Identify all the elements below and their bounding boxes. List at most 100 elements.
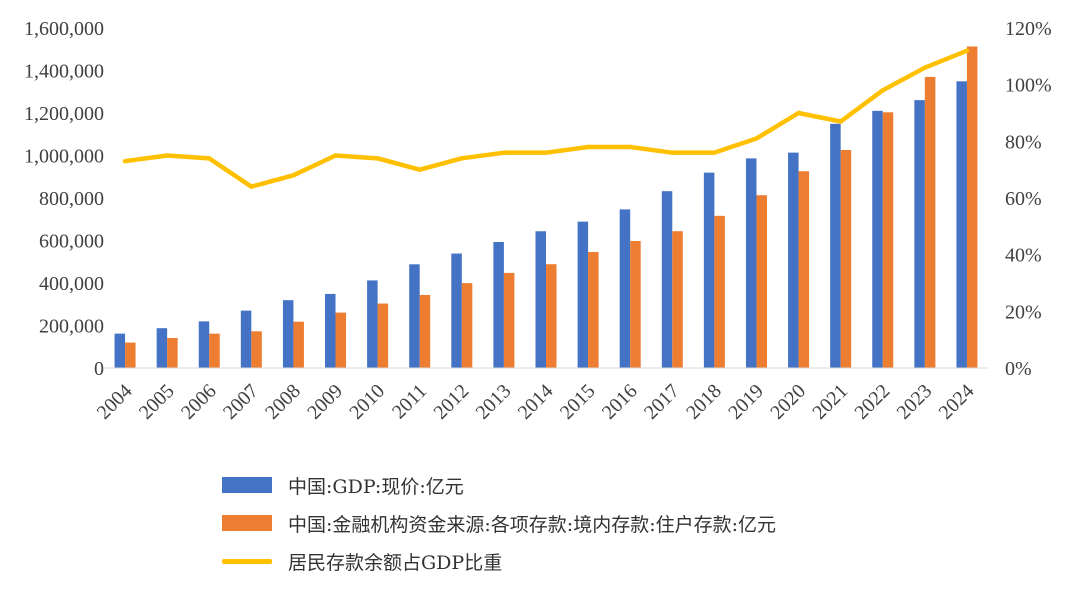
legend-label-deposits: 中国:金融机构资金来源:各项存款:境内存款:住户存款:亿元	[288, 513, 777, 536]
bar-deposits	[377, 303, 389, 368]
bar-deposits	[125, 342, 136, 368]
y-tick-label: 1,000,000	[24, 146, 104, 168]
y2-tick-label: 80%	[1005, 131, 1042, 153]
x-tick-label: 2020	[766, 380, 810, 424]
x-tick-label: 2008	[261, 380, 305, 424]
x-tick-label: 2009	[303, 380, 347, 424]
x-tick-label: 2022	[850, 380, 894, 424]
x-tick-label: 2013	[472, 380, 516, 424]
bar-deposits	[882, 112, 894, 368]
bar-deposits	[588, 251, 599, 368]
y-axis-left-ticks: 0 200,000 400,000 600,000 800,000 1,000,000 1,…	[24, 18, 104, 380]
ratio-point	[207, 156, 212, 161]
x-tick-label: 2014	[514, 380, 558, 424]
bar-gdp	[577, 221, 589, 368]
legend-swatch-ratio	[222, 558, 272, 564]
x-tick-label: 2018	[682, 380, 726, 424]
bars	[114, 46, 978, 369]
ratio-point	[838, 119, 843, 124]
bar-deposits	[251, 331, 262, 368]
ratio-point	[627, 144, 633, 150]
bar-deposits	[503, 272, 515, 368]
x-tick-label: 2015	[556, 380, 600, 424]
bar-deposits	[335, 312, 347, 368]
bar-gdp	[325, 293, 336, 368]
bar-gdp	[240, 310, 252, 368]
bar-deposits	[546, 264, 557, 368]
legend-item-gdp: 中国:GDP:现价:亿元	[222, 466, 776, 504]
bar-deposits	[840, 149, 852, 368]
bar-gdp	[282, 300, 294, 368]
y2-tick-label: 60%	[1005, 188, 1042, 210]
x-tick-label: 2004	[93, 380, 137, 424]
ratio-point	[375, 156, 380, 161]
ratio-point	[796, 110, 801, 116]
y-tick-label: 600,000	[39, 231, 104, 253]
bar-gdp	[745, 158, 757, 368]
ratio-point	[333, 153, 338, 158]
bar-deposits	[419, 294, 431, 368]
bar-gdp	[451, 253, 462, 368]
legend-item-ratio: 居民存款余额占GDP比重	[222, 542, 776, 580]
y-tick-label: 0	[94, 358, 104, 380]
ratio-point	[164, 153, 170, 158]
legend-swatch-gdp	[222, 477, 272, 493]
bar-gdp	[788, 152, 799, 368]
y-tick-label: 1,400,000	[24, 61, 104, 83]
bar-gdp	[114, 333, 126, 368]
x-tick-label: 2017	[640, 380, 684, 424]
y-tick-label: 200,000	[39, 316, 104, 338]
legend-swatch-deposits	[222, 515, 272, 531]
x-axis-ticks: 2004200520062007200820092010201120122013…	[93, 380, 979, 424]
bar-gdp	[156, 328, 168, 368]
x-tick-label: 2021	[808, 380, 852, 424]
ratio-point	[501, 150, 507, 155]
bar-gdp	[703, 172, 715, 368]
ratio-point	[417, 167, 422, 172]
ratio-point	[922, 65, 928, 70]
y-axis-right-ticks: 0% 20% 40% 60% 80% 100% 120%	[1005, 18, 1052, 380]
bar-gdp	[619, 209, 631, 368]
x-tick-label: 2023	[893, 380, 937, 424]
bar-deposits	[966, 46, 978, 369]
ratio-point	[122, 158, 128, 164]
x-tick-label: 2005	[135, 380, 179, 424]
y2-tick-label: 20%	[1005, 301, 1042, 323]
x-tick-label: 2006	[177, 380, 221, 424]
x-tick-label: 2011	[388, 380, 431, 423]
bar-deposits	[167, 338, 178, 368]
x-tick-label: 2024	[935, 380, 979, 424]
y-tick-label: 1,600,000	[24, 18, 104, 40]
bar-deposits	[756, 195, 767, 368]
y2-tick-label: 120%	[1005, 18, 1052, 40]
bar-gdp	[872, 110, 883, 368]
ratio-point	[249, 184, 254, 189]
bar-deposits	[714, 215, 725, 368]
bar-deposits	[293, 321, 304, 368]
legend-label-ratio: 居民存款余额占GDP比重	[288, 551, 503, 574]
y-tick-label: 1,200,000	[24, 103, 104, 125]
ratio-point	[880, 88, 885, 93]
x-tick-label: 2016	[598, 380, 642, 424]
bar-deposits	[209, 333, 220, 368]
ratio-line-layer	[122, 48, 970, 189]
x-tick-label: 2010	[345, 380, 389, 424]
ratio-point	[291, 173, 296, 178]
y2-tick-label: 0%	[1005, 358, 1032, 380]
y2-tick-label: 40%	[1005, 245, 1042, 267]
bar-gdp	[493, 242, 504, 368]
legend: 中国:GDP:现价:亿元 中国:金融机构资金来源:各项存款:境内存款:住户存款:…	[222, 466, 776, 580]
y-tick-label: 400,000	[39, 273, 104, 295]
x-tick-label: 2012	[430, 380, 474, 424]
bar-gdp	[409, 264, 420, 368]
bar-gdp	[830, 123, 841, 368]
bar-gdp	[535, 231, 546, 368]
legend-label-gdp: 中国:GDP:现价:亿元	[288, 475, 464, 498]
bar-deposits	[630, 240, 641, 368]
ratio-point	[585, 144, 591, 150]
ratio-point	[543, 150, 549, 155]
y-tick-label: 800,000	[39, 188, 104, 210]
ratio-point	[670, 150, 675, 155]
bar-deposits	[672, 231, 683, 368]
